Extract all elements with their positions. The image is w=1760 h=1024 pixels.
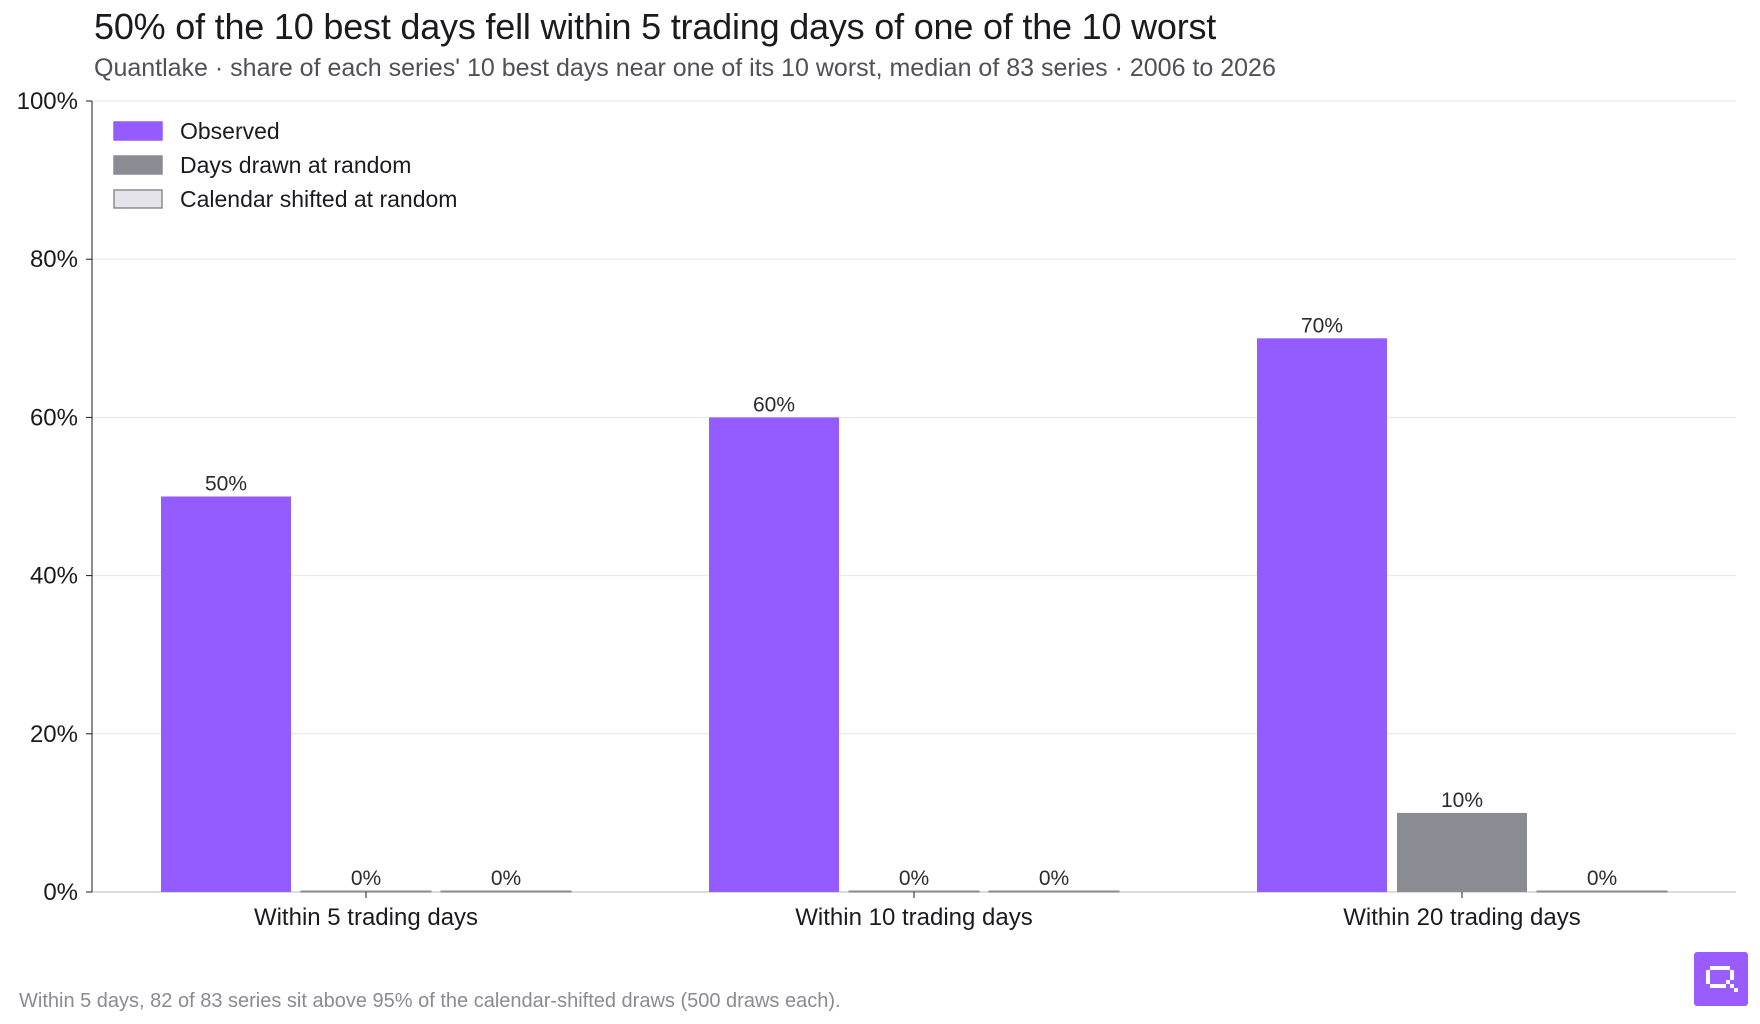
bar-data-label: 0% bbox=[1587, 867, 1617, 890]
y-tick-label: 60% bbox=[30, 404, 78, 431]
legend-label: Days drawn at random bbox=[180, 152, 411, 178]
bar-data-label: 10% bbox=[1441, 789, 1483, 812]
legend-swatch bbox=[113, 121, 163, 141]
x-category-label: Within 20 trading days bbox=[1343, 904, 1580, 931]
bar-data-label: 0% bbox=[1039, 867, 1069, 890]
legend-label: Observed bbox=[180, 118, 280, 144]
y-tick-label: 80% bbox=[30, 246, 78, 273]
bar bbox=[300, 890, 432, 893]
y-axis: 0% 20% 40% 60% 80% 100% bbox=[17, 88, 93, 906]
legend: Observed Days drawn at random Calendar shi… bbox=[113, 118, 457, 212]
x-category-label: Within 5 trading days bbox=[254, 904, 478, 931]
bar bbox=[1536, 890, 1668, 893]
y-tick-label: 0% bbox=[43, 879, 78, 906]
y-tick-label: 20% bbox=[30, 721, 78, 748]
bar bbox=[161, 496, 291, 892]
bar bbox=[440, 890, 572, 893]
bar-data-label: 0% bbox=[491, 867, 521, 890]
chart-subtitle: Quantlake · share of each series' 10 bes… bbox=[94, 54, 1276, 82]
grid-lines bbox=[92, 100, 1736, 893]
bar bbox=[848, 890, 980, 893]
bar-data-label: 0% bbox=[899, 867, 929, 890]
x-category-label: Within 10 trading days bbox=[795, 904, 1032, 931]
logo-glyph bbox=[1706, 966, 1738, 992]
chart-title: 50% of the 10 best days fell within 5 tr… bbox=[94, 6, 1217, 47]
legend-label: Calendar shifted at random bbox=[180, 186, 457, 212]
bar-chart: 0% 20% 40% 60% 80% 100% 50% 0% 0% 60% 0% 0% 70% 10% 0… bbox=[17, 88, 1736, 931]
bar bbox=[709, 417, 839, 892]
bar-data-label: 70% bbox=[1301, 314, 1343, 337]
x-axis: Within 5 trading days Within 10 trading d… bbox=[254, 892, 1581, 931]
bar bbox=[1257, 338, 1387, 892]
bar-data-label: 0% bbox=[351, 867, 381, 890]
y-tick-label: 40% bbox=[30, 563, 78, 590]
bar-data-label: 60% bbox=[753, 393, 795, 416]
quantlake-logo-icon bbox=[1694, 952, 1748, 1006]
legend-swatch bbox=[113, 155, 163, 175]
bar bbox=[988, 890, 1120, 893]
y-tick-label: 100% bbox=[17, 88, 78, 115]
legend-swatch bbox=[113, 189, 163, 209]
footnote: Within 5 days, 82 of 83 series sit above… bbox=[19, 990, 841, 1012]
bar bbox=[1397, 812, 1527, 892]
bar-data-label: 50% bbox=[205, 473, 247, 496]
bars: 50% 0% 0% 60% 0% 0% 70% 10% 0% bbox=[161, 314, 1668, 893]
